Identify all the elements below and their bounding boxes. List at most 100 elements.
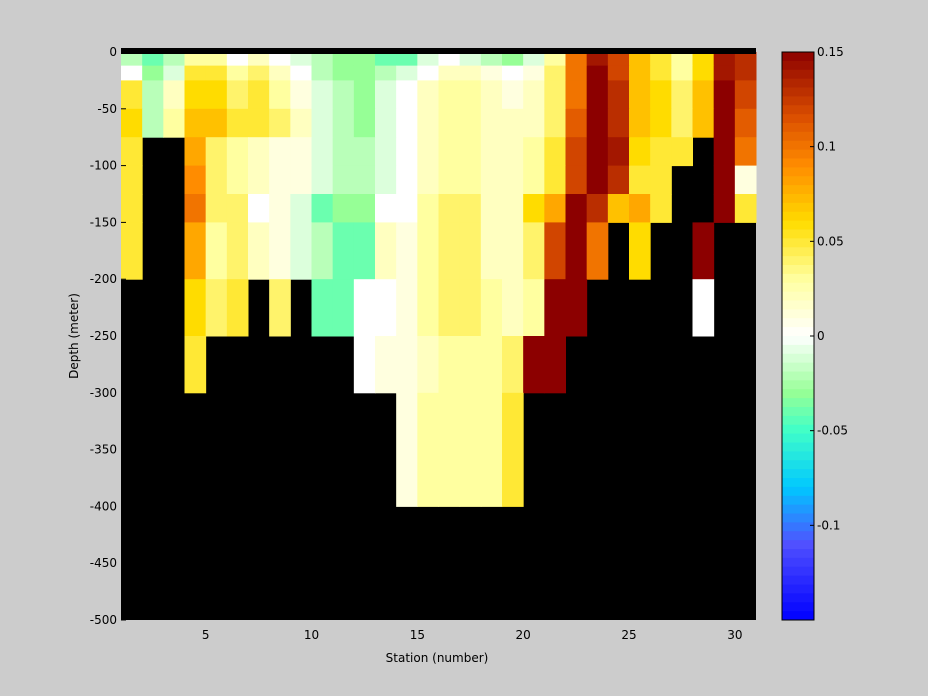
heatmap-cell [565,194,588,223]
x-tick-label: 25 [621,628,636,642]
heatmap-cell [438,65,461,81]
heatmap-cell [332,65,355,81]
heatmap-cell [459,65,482,81]
heatmap-cell [248,108,270,138]
heatmap-cell [650,194,672,223]
colorbar-swatch [782,158,814,168]
heatmap-cell [586,194,609,223]
heatmap-cell [353,165,376,195]
heatmap-cell [248,80,270,110]
heatmap-cell [311,108,334,138]
heatmap-cell [607,137,630,167]
heatmap-cell [269,80,291,110]
heatmap-cell [417,194,439,223]
colorbar-swatch [782,407,814,417]
heatmap-cell [121,222,143,280]
heatmap-cell [629,65,651,81]
colorbar-swatch [782,185,814,195]
colorbar-swatch [782,540,814,550]
heatmap-cell [205,80,228,110]
heatmap-cell [375,336,397,394]
heatmap-cell [459,108,482,138]
heatmap-cell [438,279,461,337]
heatmap-cell [290,52,312,67]
heatmap-cell [226,194,249,223]
heatmap-cell [438,222,461,280]
heatmap-cell [480,108,503,138]
y-tick-label: 0 [109,45,117,59]
heatmap-cell [248,65,270,81]
heatmap-cell [480,137,503,167]
heatmap-cell [629,194,651,223]
heatmap-cell [671,80,693,110]
y-tick-label: -500 [90,613,117,627]
heatmap-cell [417,336,439,394]
heatmap-cell [713,52,736,67]
colorbar-swatch [782,478,814,488]
heatmap-cell [734,137,757,167]
heatmap-cell [544,194,566,223]
heatmap-cell [565,65,588,81]
heatmap-cell [269,279,291,337]
y-tick-label: -150 [90,215,117,229]
heatmap-cell [396,137,418,167]
heatmap-cell [480,336,503,394]
heatmap-cell [438,137,461,167]
heatmap-cell [671,52,693,67]
heatmap-cell [459,194,482,223]
heatmap-cell [438,336,461,394]
colorbar-swatch [782,593,814,603]
heatmap-cell [502,392,524,507]
heatmap-cell [650,165,672,195]
heatmap-cell [417,65,439,81]
heatmap-cell [713,194,736,223]
heatmap-cell [184,108,207,138]
colorbar-swatch [782,60,814,71]
heatmap-cell [248,52,270,67]
heatmap-cell [353,222,376,280]
heatmap-cell [607,165,630,195]
heatmap-cell [713,108,736,138]
heatmap-cell [226,222,249,280]
heatmap-cell [459,52,482,67]
heatmap-cell [417,80,439,110]
heatmap-cell [502,65,524,81]
heatmap-cell [438,52,461,67]
y-tick-label: -200 [90,272,117,286]
y-axis-ticks: 0 -50 -100 -150 -200 -250 -300 -350 -400 -450 -500 [90,45,126,627]
heatmap-cell [713,65,736,81]
heatmap-cell [502,80,524,110]
colorbar-swatch [782,433,814,443]
heatmap-cell [375,222,397,280]
heatmap-cell [417,279,439,337]
heatmap-cell [544,222,566,280]
heatmap-cell [565,80,588,110]
heatmap-cell [332,137,355,167]
colorbar-swatch [782,220,814,230]
heatmap-cell [480,80,503,110]
heatmap-cell [650,137,672,167]
heatmap-cell [523,336,545,394]
colorbar-tick-label: 0.05 [817,234,844,248]
heatmap-cell [692,80,715,110]
heatmap-cells [121,48,757,620]
colorbar-swatch [782,575,814,585]
colorbar-swatch [782,69,814,80]
colorbar-swatch [782,176,814,186]
colorbar-swatch [782,291,814,301]
heatmap-cell [375,65,397,81]
colorbar-tick-label: -0.1 [817,518,840,532]
heatmap-cell [226,52,249,67]
heatmap-cell [396,52,418,67]
heatmap-cell [226,65,249,81]
colorbar-swatch [782,131,814,142]
colorbar-swatch [782,265,814,275]
heatmap-cell [417,108,439,138]
colorbar-swatch [782,87,814,97]
heatmap-cell [311,65,334,81]
colorbar-swatch [782,202,814,213]
heatmap-cell [184,165,207,195]
colorbar-swatch [782,495,814,506]
heatmap-cell [650,108,672,138]
